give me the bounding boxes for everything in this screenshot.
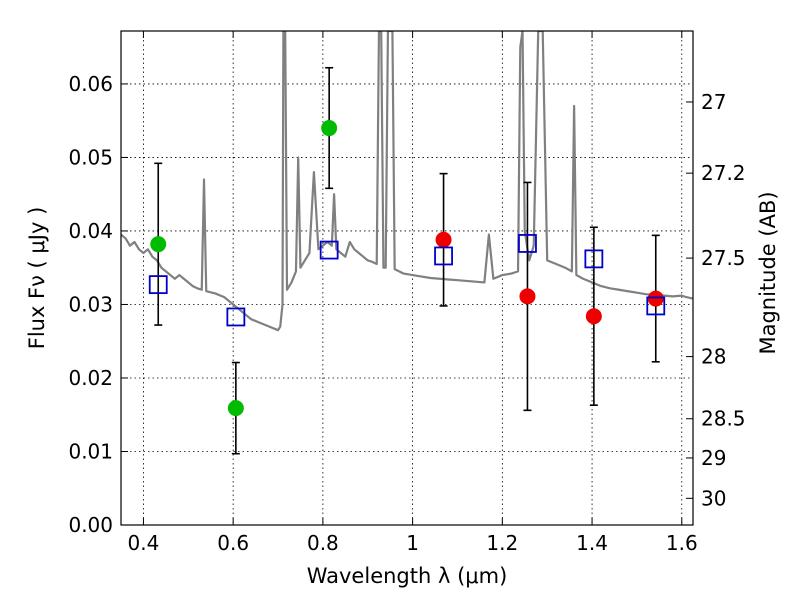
x-tick-label: 1.4	[576, 531, 608, 555]
y2-tick-label: 27.2	[701, 161, 746, 185]
y-tick-label: 0.00	[68, 513, 113, 537]
data-point	[519, 288, 536, 305]
model-square	[646, 296, 666, 316]
model-square	[226, 307, 246, 327]
y-axis-title: Flux Fν ( μJy )	[25, 207, 49, 350]
x-tick-label: 1.6	[666, 531, 698, 555]
y-tick-label: 0.02	[68, 366, 113, 390]
data-point	[321, 120, 338, 137]
tick-layer: 0.4 0.6 0.8 1 1.2 1.4 1.6 0.00 0.01 0.02 0.03 0.04 0…	[68, 31, 746, 555]
x-tick-label: 0.8	[307, 531, 339, 555]
y-tick-label: 0.03	[68, 292, 113, 316]
y2-tick-label: 30	[701, 486, 726, 510]
x-axis-title: Wavelength λ (μm)	[307, 564, 508, 588]
x-tick-label: 0.4	[128, 531, 160, 555]
spectrum-layer	[121, 31, 693, 332]
data-point	[647, 290, 664, 307]
y2-tick-label: 27	[701, 90, 726, 114]
data-point	[585, 308, 602, 325]
model-square	[148, 275, 168, 295]
model-square	[584, 249, 604, 269]
data-point	[435, 231, 452, 248]
data-point	[150, 236, 167, 253]
model-square	[518, 234, 537, 253]
spectrum-line	[121, 31, 693, 332]
model-square	[319, 240, 339, 260]
y2-tick-label: 28	[701, 345, 726, 369]
x-tick-label: 0.6	[217, 531, 249, 555]
y2-tick-label: 29	[701, 446, 726, 470]
marker-layer	[148, 120, 666, 417]
y2-tick-label: 28.5	[701, 407, 746, 431]
y-tick-label: 0.06	[68, 72, 113, 96]
y2-tick-label: 27.5	[701, 246, 746, 270]
grid-lines	[121, 31, 693, 525]
y-tick-label: 0.04	[68, 219, 113, 243]
errorbar-layer	[154, 66, 660, 455]
y2-axis-title: Magnitude (AB)	[756, 191, 780, 354]
x-tick-label: 1.2	[486, 531, 518, 555]
y-tick-label: 0.01	[68, 439, 113, 463]
plot-frame	[120, 30, 694, 526]
y-tick-label: 0.05	[68, 145, 113, 169]
model-square	[434, 246, 453, 266]
data-point	[227, 400, 244, 417]
x-tick-label: 1	[406, 531, 419, 555]
